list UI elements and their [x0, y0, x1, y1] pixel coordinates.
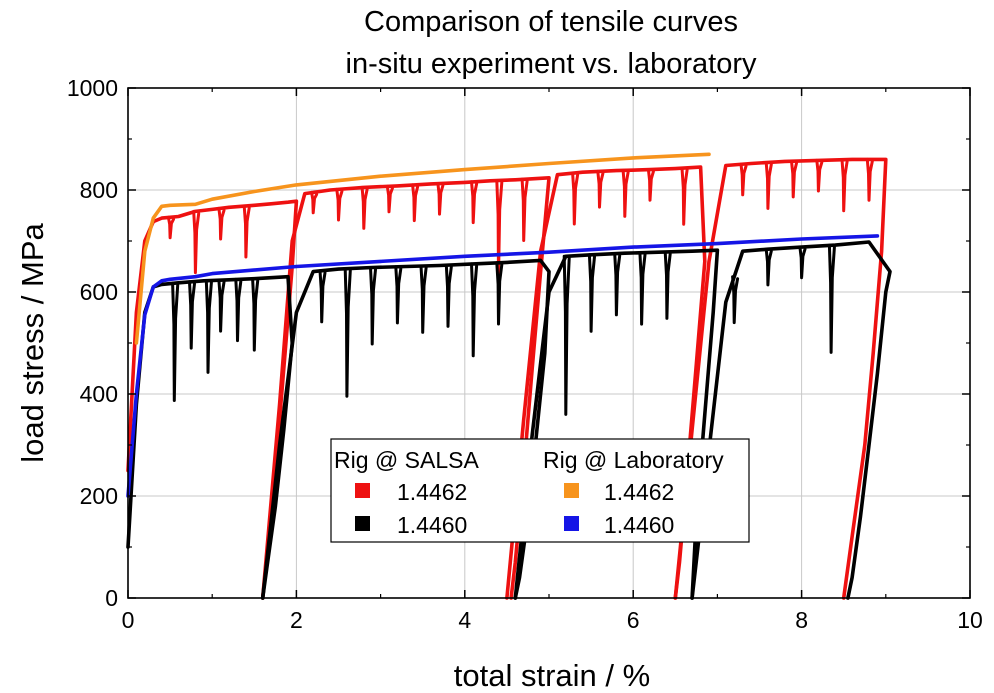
relaxation-dip: [166, 215, 175, 240]
legend: Rig @ SALSA Rig @ Laboratory 1.4462 1.44…: [330, 438, 750, 543]
series-line-lab-14460: [126, 234, 880, 498]
y-tick-label: 800: [80, 177, 118, 203]
series-segment-salsa-14460-4: [690, 240, 892, 600]
relaxation-dip: [790, 159, 798, 199]
series-lab-14460: [126, 234, 880, 498]
legend-label-salsa-14460: 1.4460: [397, 512, 467, 538]
relaxation-dip: [520, 177, 529, 242]
relaxation-dip: [865, 157, 874, 202]
legend-group-title-salsa: Rig @ SALSA: [334, 447, 479, 473]
relaxation-dip: [764, 247, 773, 287]
relaxation-dip: [310, 190, 319, 215]
series-lab-14462: [134, 152, 711, 345]
y-tick-label: 400: [80, 381, 118, 407]
relaxation-dip: [646, 168, 655, 202]
y-tick-label: 0: [105, 585, 118, 611]
relaxation-dip: [680, 166, 689, 226]
relaxation-dip: [436, 182, 445, 216]
relaxation-dip: [827, 243, 836, 354]
relaxation-dip: [192, 209, 201, 275]
x-tick-label: 8: [795, 607, 808, 633]
relaxation-dip: [815, 158, 824, 193]
relaxation-dip: [318, 269, 327, 324]
relaxation-dip: [663, 250, 672, 320]
series-segment-salsa-14462-2: [260, 176, 551, 600]
relaxation-dip: [343, 267, 352, 398]
relaxation-dip: [411, 183, 420, 223]
legend-label-lab-14462: 1.4462: [604, 479, 674, 505]
legend-swatch-lab-14462: [564, 483, 579, 498]
legend-label-lab-14460: 1.4460: [604, 512, 674, 538]
x-tick-label: 4: [458, 607, 471, 633]
relaxation-dip: [217, 278, 226, 333]
relaxation-dip: [621, 168, 630, 218]
legend-group-title-laboratory: Rig @ Laboratory: [543, 447, 724, 473]
relaxation-dip: [587, 253, 596, 333]
relaxation-dip: [495, 261, 504, 326]
relaxation-dip: [613, 252, 622, 317]
axis-ticks: 0 2 4 6 8 10 0 200 400 600 800 1000: [67, 75, 983, 633]
chart-title-line-2: in-situ experiment vs. laboratory: [346, 48, 757, 80]
relaxation-dip: [470, 262, 479, 358]
x-axis-label: total strain / %: [454, 658, 650, 693]
relaxation-dip: [731, 275, 740, 325]
x-tick-label: 0: [122, 607, 135, 633]
relaxation-dip: [394, 265, 403, 325]
relaxation-dip: [385, 184, 394, 214]
relaxation-dip: [204, 279, 213, 374]
relaxation-dip: [798, 245, 807, 280]
x-tick-label: 2: [290, 607, 303, 633]
legend-label-salsa-14462: 1.4462: [397, 479, 467, 505]
relaxation-dip: [562, 254, 571, 416]
relaxation-dip: [840, 158, 849, 213]
x-tick-label: 10: [957, 607, 983, 633]
relaxation-dip: [217, 206, 226, 241]
chart-title-line-1: Comparison of tensile curves: [364, 6, 738, 38]
relaxation-dip: [242, 204, 251, 259]
y-tick-label: 1000: [67, 75, 118, 101]
relaxation-dip: [171, 281, 180, 402]
legend-box: [330, 438, 750, 543]
relaxation-dip: [251, 277, 260, 352]
relaxation-dip: [571, 171, 580, 226]
relaxation-dip: [739, 162, 748, 197]
relaxation-dip: [335, 187, 344, 222]
series-segment-salsa-14460-2: [260, 258, 551, 600]
relaxation-dip: [596, 169, 605, 209]
legend-swatch-lab-14460: [564, 516, 579, 531]
legend-swatch-salsa-14462: [355, 483, 370, 498]
y-tick-label: 200: [80, 483, 118, 509]
relaxation-dip: [188, 280, 196, 350]
legend-swatch-salsa-14460: [355, 516, 370, 531]
relaxation-dip: [419, 264, 428, 334]
relaxation-dip: [638, 251, 647, 326]
y-axis-label: load stress / MPa: [15, 223, 50, 463]
relaxation-dip: [764, 161, 773, 210]
relaxation-dip: [360, 185, 369, 230]
series-salsa-14460: [126, 240, 892, 600]
relaxation-dip: [470, 180, 479, 225]
relaxation-dip: [234, 277, 243, 343]
series-line-lab-14462: [134, 152, 711, 345]
relaxation-dip: [369, 266, 377, 346]
x-tick-label: 6: [627, 607, 640, 633]
relaxation-dip: [444, 263, 453, 328]
y-tick-label: 600: [80, 279, 118, 305]
series-segment-salsa-14460-3: [513, 248, 720, 600]
